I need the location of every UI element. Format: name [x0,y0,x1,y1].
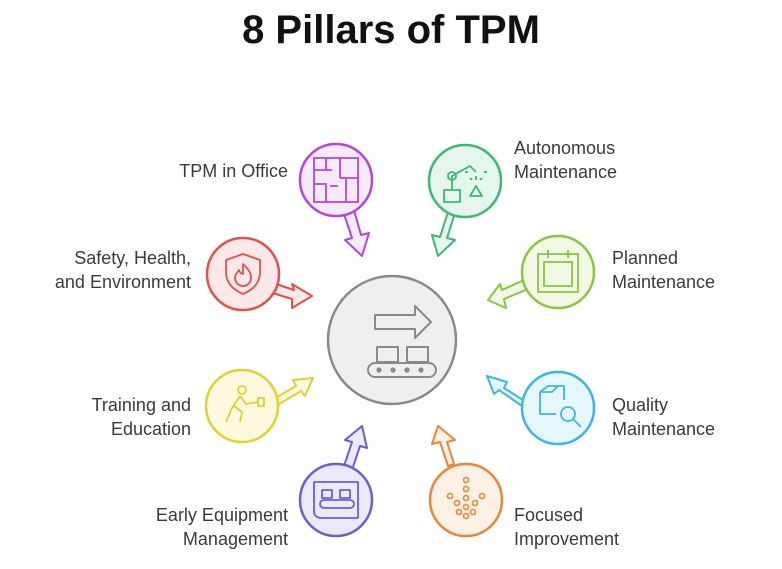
presenter-icon [225,385,265,423]
pillar-focused-improvement [428,425,504,538]
label-safety-health-environment: Safety, Health, and Environment [55,246,191,294]
label-line: Autonomous [514,138,616,158]
label-line: Focused [514,505,584,525]
label-quality-maintenance: Quality Maintenance [612,393,715,441]
pillar-tpm-in-office [298,142,374,257]
label-line: Maintenance [612,272,716,292]
pillar-quality-maintenance [486,370,596,446]
label-line: Maintenance [514,162,618,182]
label-line: and Environment [54,272,191,292]
conveyor-arrow-icon [367,305,437,378]
pillar-planned-maintenance [487,234,596,310]
pillar-early-equipment-management [298,425,374,538]
conveyor-screen-icon [313,481,359,519]
label-focused-improvement: Focused Improvement [514,503,619,551]
robot-arm-icon [443,165,487,203]
center-hub [326,274,458,406]
label-line: Maintenance [612,419,716,439]
label-line: Improvement [514,529,620,549]
label-line: Safety, Health, [74,248,191,268]
label-early-equipment-management: Early Equipment Management [156,503,288,551]
box-magnifier-icon [539,385,582,428]
diagram-title: 8 Pillars of TPM [242,8,540,52]
shield-flame-icon [225,253,261,295]
pillar-training-education [204,368,314,444]
label-autonomous-maintenance: Autonomous Maintenance [514,136,617,184]
label-line: Quality [612,395,669,415]
label-tpm-in-office: TPM in Office [179,159,288,183]
label-line: Planned [612,248,679,268]
label-line: Education [110,419,191,439]
label-line: TPM in Office [179,161,288,181]
pillar-safety-health-environment [205,236,313,312]
label-training-education: Training and Education [92,393,191,441]
label-line: Early Equipment [155,505,288,525]
label-line: Management [182,529,288,549]
label-line: Training and [91,395,191,415]
pillar-autonomous-maintenance [427,143,503,257]
dot-arrow-icon [446,476,486,520]
calendar-icon [537,250,579,293]
floor-plan-icon [313,157,359,203]
label-planned-maintenance: Planned Maintenance [612,246,715,294]
